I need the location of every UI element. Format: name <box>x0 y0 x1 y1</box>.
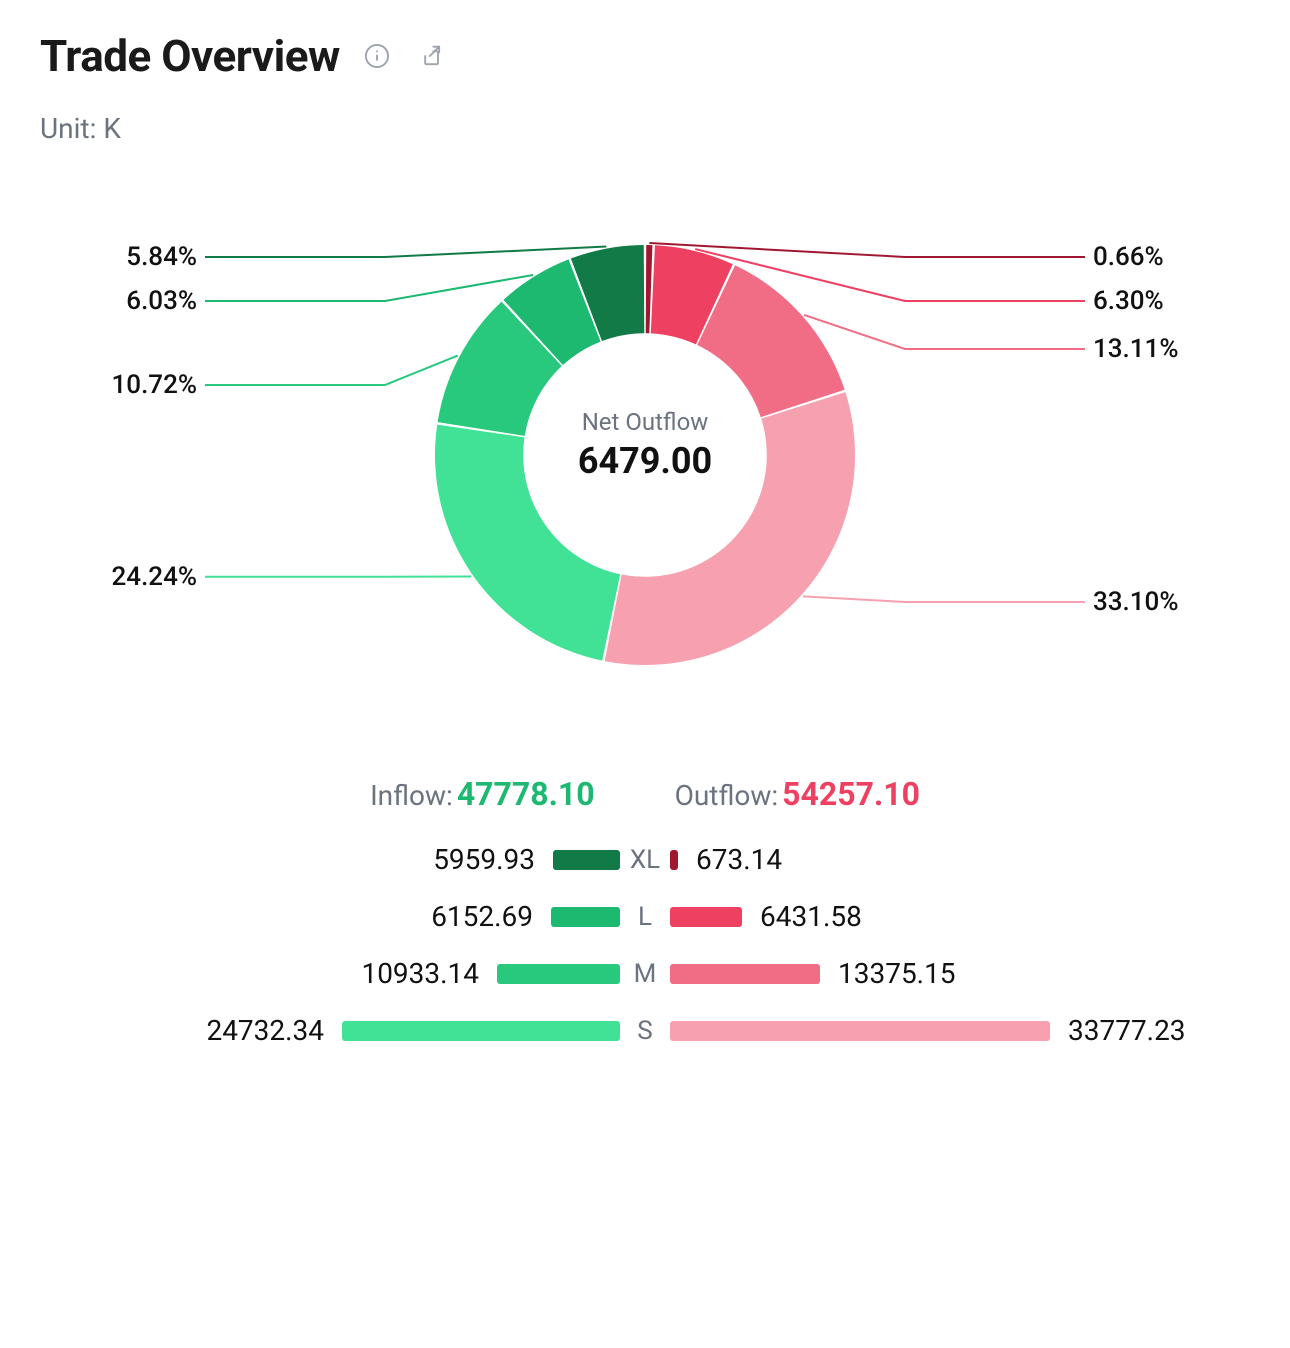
legend-inflow: 24732.34 <box>100 1014 620 1047</box>
legend-row-M: 10933.14 M 13375.15 <box>100 957 1190 990</box>
legend-inflow-bar <box>551 907 620 927</box>
header: Trade Overview <box>40 30 1250 82</box>
donut-chart: 0.66% 6.30% 13.11% 33.10% 24.24% 10.72% 6.03% 5… <box>40 165 1250 725</box>
legend-inflow: 5959.93 <box>100 843 620 876</box>
legend-row-L: 6152.69 L 6431.58 <box>100 900 1190 933</box>
legend-inflow: 6152.69 <box>100 900 620 933</box>
callout-label: 6.03% <box>126 286 197 316</box>
donut-center: Net Outflow 6479.00 <box>578 408 712 482</box>
legend-inflow-value: 10933.14 <box>361 957 479 990</box>
outflow-total-label: Outflow: <box>675 779 779 812</box>
callout-label: 13.11% <box>1093 334 1178 364</box>
callout-label: 33.10% <box>1093 587 1178 617</box>
legend-outflow: 33777.23 <box>670 1014 1190 1047</box>
callout-label: 0.66% <box>1093 242 1164 272</box>
legend-category-label: S <box>620 1016 670 1046</box>
legend-outflow: 6431.58 <box>670 900 1190 933</box>
legend-inflow-value: 6152.69 <box>431 900 533 933</box>
center-value: 6479.00 <box>578 440 712 482</box>
callout-label: 10.72% <box>112 370 197 400</box>
legend-inflow-bar <box>553 850 620 870</box>
callout-leader <box>205 356 458 385</box>
legend-inflow: 10933.14 <box>100 957 620 990</box>
callout-leader <box>649 243 1085 257</box>
legend-inflow-bar <box>342 1021 620 1041</box>
callout-leader <box>804 315 1085 349</box>
outflow-total-value: 54257.10 <box>782 775 920 813</box>
legend-row-XL: 5959.93 XL 673.14 <box>100 843 1190 876</box>
legend-outflow-value: 673.14 <box>696 843 782 876</box>
legend-outflow: 673.14 <box>670 843 1190 876</box>
legend-category-label: XL <box>620 845 670 875</box>
legend-inflow-value: 24732.34 <box>206 1014 324 1047</box>
legend-outflow-bar <box>670 850 678 870</box>
legend-row-S: 24732.34 S 33777.23 <box>100 1014 1190 1047</box>
unit-label: Unit: K <box>40 112 1250 145</box>
legend-outflow-value: 6431.58 <box>760 900 862 933</box>
inflow-total: Inflow: 47778.10 <box>370 775 595 813</box>
info-icon[interactable] <box>360 39 394 73</box>
callout-label: 24.24% <box>112 562 197 592</box>
legend-outflow-value: 13375.15 <box>838 957 956 990</box>
share-icon[interactable] <box>414 39 448 73</box>
inflow-total-label: Inflow: <box>370 779 453 812</box>
center-label: Net Outflow <box>578 408 712 436</box>
totals-row: Inflow: 47778.10 Outflow: 54257.10 <box>40 775 1250 813</box>
legend: 5959.93XL673.146152.69L6431.5810933.14M1… <box>40 843 1250 1047</box>
callout-leader <box>803 596 1085 602</box>
legend-category-label: M <box>620 959 670 989</box>
outflow-total: Outflow: 54257.10 <box>675 775 920 813</box>
legend-inflow-value: 5959.93 <box>433 843 535 876</box>
legend-outflow-bar <box>670 1021 1050 1041</box>
page-title: Trade Overview <box>40 30 340 82</box>
callout-label: 5.84% <box>126 242 197 272</box>
callout-leader <box>205 275 533 301</box>
legend-outflow-value: 33777.23 <box>1068 1014 1186 1047</box>
legend-outflow: 13375.15 <box>670 957 1190 990</box>
legend-outflow-bar <box>670 907 742 927</box>
callout-leader <box>205 247 606 257</box>
legend-outflow-bar <box>670 964 820 984</box>
inflow-total-value: 47778.10 <box>457 775 595 813</box>
legend-category-label: L <box>620 902 670 932</box>
legend-inflow-bar <box>497 964 620 984</box>
callout-label: 6.30% <box>1093 286 1164 316</box>
